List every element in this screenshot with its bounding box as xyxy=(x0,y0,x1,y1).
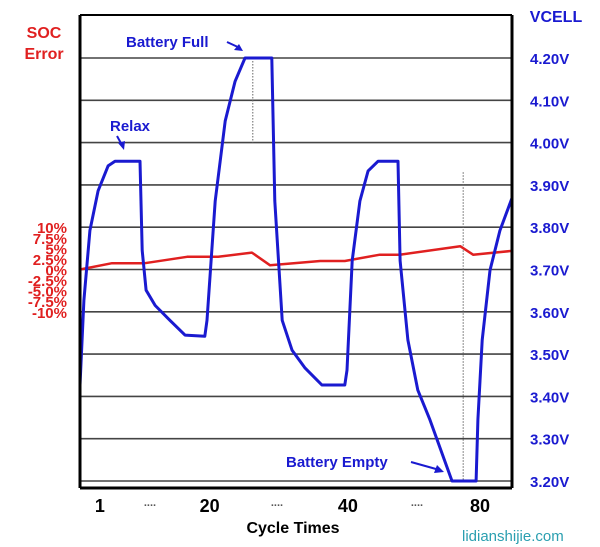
right-tick-label: 3.50V xyxy=(530,347,569,364)
x-axis-labels: 1.... 20.... 40.... 80 xyxy=(95,496,490,516)
x-tick-label: 1 xyxy=(95,496,105,516)
soc-error-line xyxy=(79,244,513,271)
right-tick-label: 4.10V xyxy=(530,93,569,110)
annotation-relax-text: Relax xyxy=(110,118,151,135)
annotation-battery-full: Battery Full xyxy=(126,34,243,51)
left-tick-label: 2.5% xyxy=(33,252,67,269)
x-tick-label: 40 xyxy=(338,496,358,516)
x-tick-label: .... xyxy=(271,497,283,509)
arrow-icon xyxy=(410,461,437,470)
left-axis-title-line2: Error xyxy=(24,46,63,63)
left-axis-labels: 10%7.5%5%2.5%0%-2.5%-5.0%-7.5%-10% xyxy=(28,220,67,322)
right-tick-label: 4.00V xyxy=(530,136,569,153)
left-tick-label: -10% xyxy=(32,305,67,322)
right-axis-labels: 4.20V 4.10V 4.00V 3.90V 3.80V 3.70V 3.60V 3.50V… xyxy=(530,51,569,491)
arrowhead-icon xyxy=(434,465,444,473)
left-tick-label: 0% xyxy=(45,263,67,280)
x-tick-label: 80 xyxy=(470,496,490,516)
dotted-markers xyxy=(252,58,464,481)
right-tick-label: 3.70V xyxy=(530,263,569,280)
x-axis-title: Cycle Times xyxy=(246,520,339,537)
left-tick-label: 5% xyxy=(45,241,67,258)
vcell-line xyxy=(78,56,514,483)
x-tick-label: .... xyxy=(411,497,423,509)
watermark: lidianshijie.com xyxy=(462,528,564,545)
arrowhead-icon xyxy=(234,44,243,51)
annotation-battery-full-text: Battery Full xyxy=(126,34,209,51)
gridlines xyxy=(80,57,512,482)
right-tick-label: 3.80V xyxy=(530,220,569,237)
right-tick-label: 3.40V xyxy=(530,389,569,406)
annotation-battery-empty-text: Battery Empty xyxy=(286,454,388,471)
left-tick-label: -5.0% xyxy=(28,284,67,301)
right-tick-label: 3.30V xyxy=(530,432,569,449)
right-tick-label: 4.20V xyxy=(530,51,569,68)
left-tick-label: 10% xyxy=(37,220,67,237)
left-tick-label: 7.5% xyxy=(33,231,67,248)
annotation-battery-empty: Battery Empty xyxy=(286,454,444,473)
right-tick-label: 3.20V xyxy=(530,474,569,491)
series-lines xyxy=(78,56,514,483)
right-axis-title: VCELL xyxy=(530,9,583,26)
plot-frame xyxy=(78,14,514,490)
left-tick-label: -2.5% xyxy=(28,273,67,290)
left-tick-label: -7.5% xyxy=(28,294,67,311)
annotation-relax: Relax xyxy=(110,118,151,150)
right-tick-label: 3.60V xyxy=(530,305,569,322)
x-tick-label: 20 xyxy=(200,496,220,516)
right-tick-label: 3.90V xyxy=(530,178,569,195)
arrowhead-icon xyxy=(118,141,125,150)
left-axis-title-line1: SOC xyxy=(27,25,62,42)
x-tick-label: .... xyxy=(144,497,156,509)
